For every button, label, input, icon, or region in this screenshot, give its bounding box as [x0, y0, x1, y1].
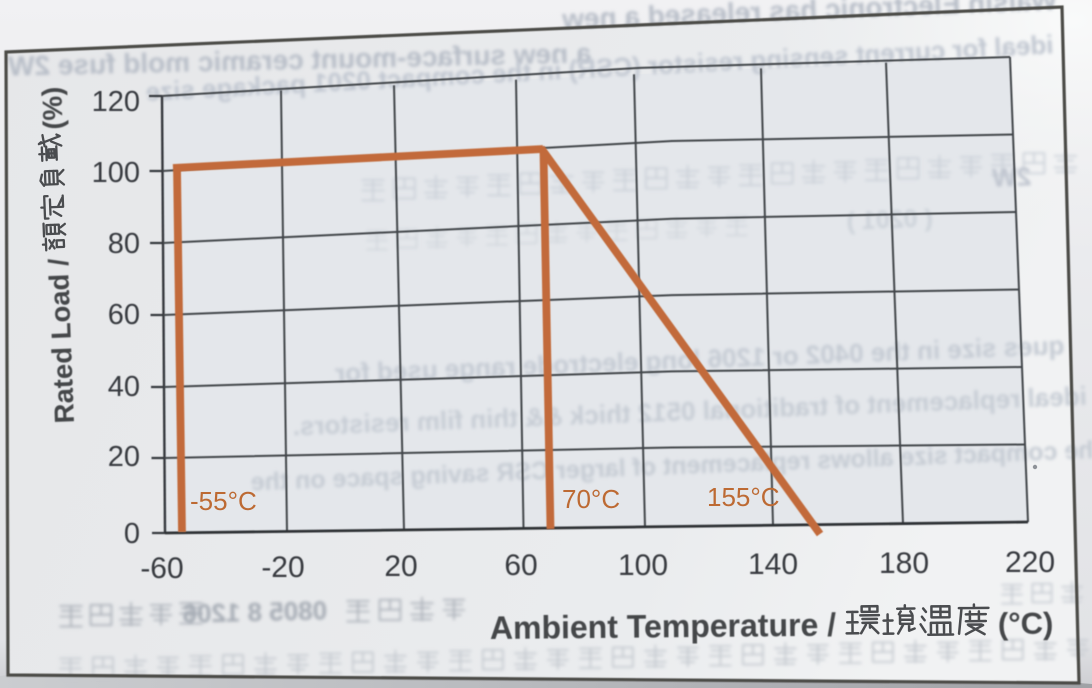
svg-text:155°C: 155°C	[707, 482, 780, 512]
svg-text:20: 20	[384, 550, 417, 583]
svg-text:60: 60	[108, 299, 140, 331]
svg-text:40: 40	[108, 371, 140, 403]
svg-text:80: 80	[108, 228, 140, 260]
svg-text:140: 140	[748, 548, 798, 581]
svg-text:Rated Load /: Rated Load /	[43, 258, 80, 424]
svg-text:100: 100	[618, 549, 668, 582]
svg-text:100: 100	[92, 157, 140, 189]
svg-text:0: 0	[124, 518, 140, 550]
svg-text:70°C: 70°C	[562, 484, 620, 514]
svg-text:20: 20	[108, 441, 140, 473]
svg-text:0805 8 1206: 0805 8 1206	[182, 595, 327, 629]
svg-text:120: 120	[92, 86, 140, 118]
svg-text:Ambient Temperature /: Ambient Temperature /	[490, 607, 837, 646]
svg-text:-20: -20	[261, 551, 304, 584]
svg-text:2W: 2W	[991, 161, 1032, 193]
svg-text:-60: -60	[140, 552, 183, 585]
svg-text:180: 180	[879, 547, 929, 580]
svg-text:-55°C: -55°C	[190, 486, 257, 516]
svg-text:(°C): (°C)	[998, 606, 1054, 642]
svg-text:(%): (%)	[36, 86, 69, 130]
svg-text:220: 220	[1005, 546, 1055, 579]
svg-text:60: 60	[504, 549, 537, 582]
svg-text:( 0201 ): ( 0201 )	[846, 204, 933, 235]
